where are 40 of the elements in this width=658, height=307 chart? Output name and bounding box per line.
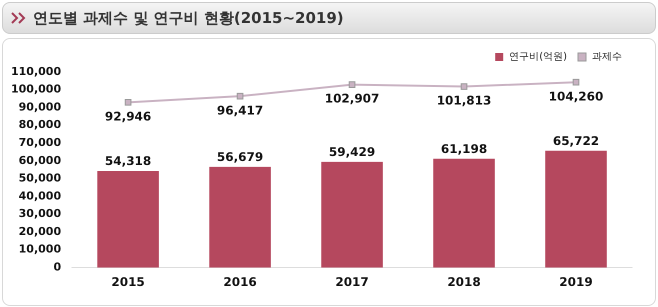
bar [321,162,383,268]
x-tick-label: 2016 [223,274,257,289]
y-tick-label: 80,000 [18,118,62,132]
legend-label: 과제수 [592,52,622,63]
point [572,78,580,86]
chart-title: 연도별 과제수 및 연구비 현황(2015~2019) [33,9,344,28]
y-tick-label: 40,000 [18,189,62,202]
y-tick-label: 50,000 [18,172,62,185]
x-tick-label: 2018 [447,274,481,289]
data-label: 104,260 [548,89,604,104]
point [124,98,132,106]
data-label: 65,722 [552,134,600,148]
point [236,92,244,100]
y-tick-label: 60,000 [18,154,62,167]
data-label: 59,429 [328,145,376,160]
data-label: 96,417 [216,103,264,118]
y-tick-label: 30,000 [18,207,62,220]
data-label: 102,907 [324,92,380,106]
y-tick-label: 20,000 [18,224,62,238]
legend-label: 연구비(억원) [509,52,568,63]
point [460,83,468,90]
data-label: 101,813 [436,94,492,108]
x-tick-label: 2019 [559,274,593,289]
data-label: 61,198 [440,142,488,156]
data-label: 56,679 [216,150,264,164]
y-tick-label: 110,000 [10,64,62,78]
data-label: 92,946 [104,109,152,124]
bar [433,158,495,268]
x-tick-label: 2017 [335,274,369,289]
y-tick-label: 90,000 [18,100,62,114]
bar [209,166,271,268]
y-tick-label: 0 [53,260,62,274]
point [348,81,356,88]
x-tick-label: 2015 [111,274,145,289]
bar [545,150,607,268]
y-tick-label: 100,000 [10,82,62,96]
y-tick-label: 70,000 [18,136,62,149]
data-label: 54,318 [104,154,152,168]
y-tick-label: 10,000 [18,242,62,256]
bar [97,171,159,268]
